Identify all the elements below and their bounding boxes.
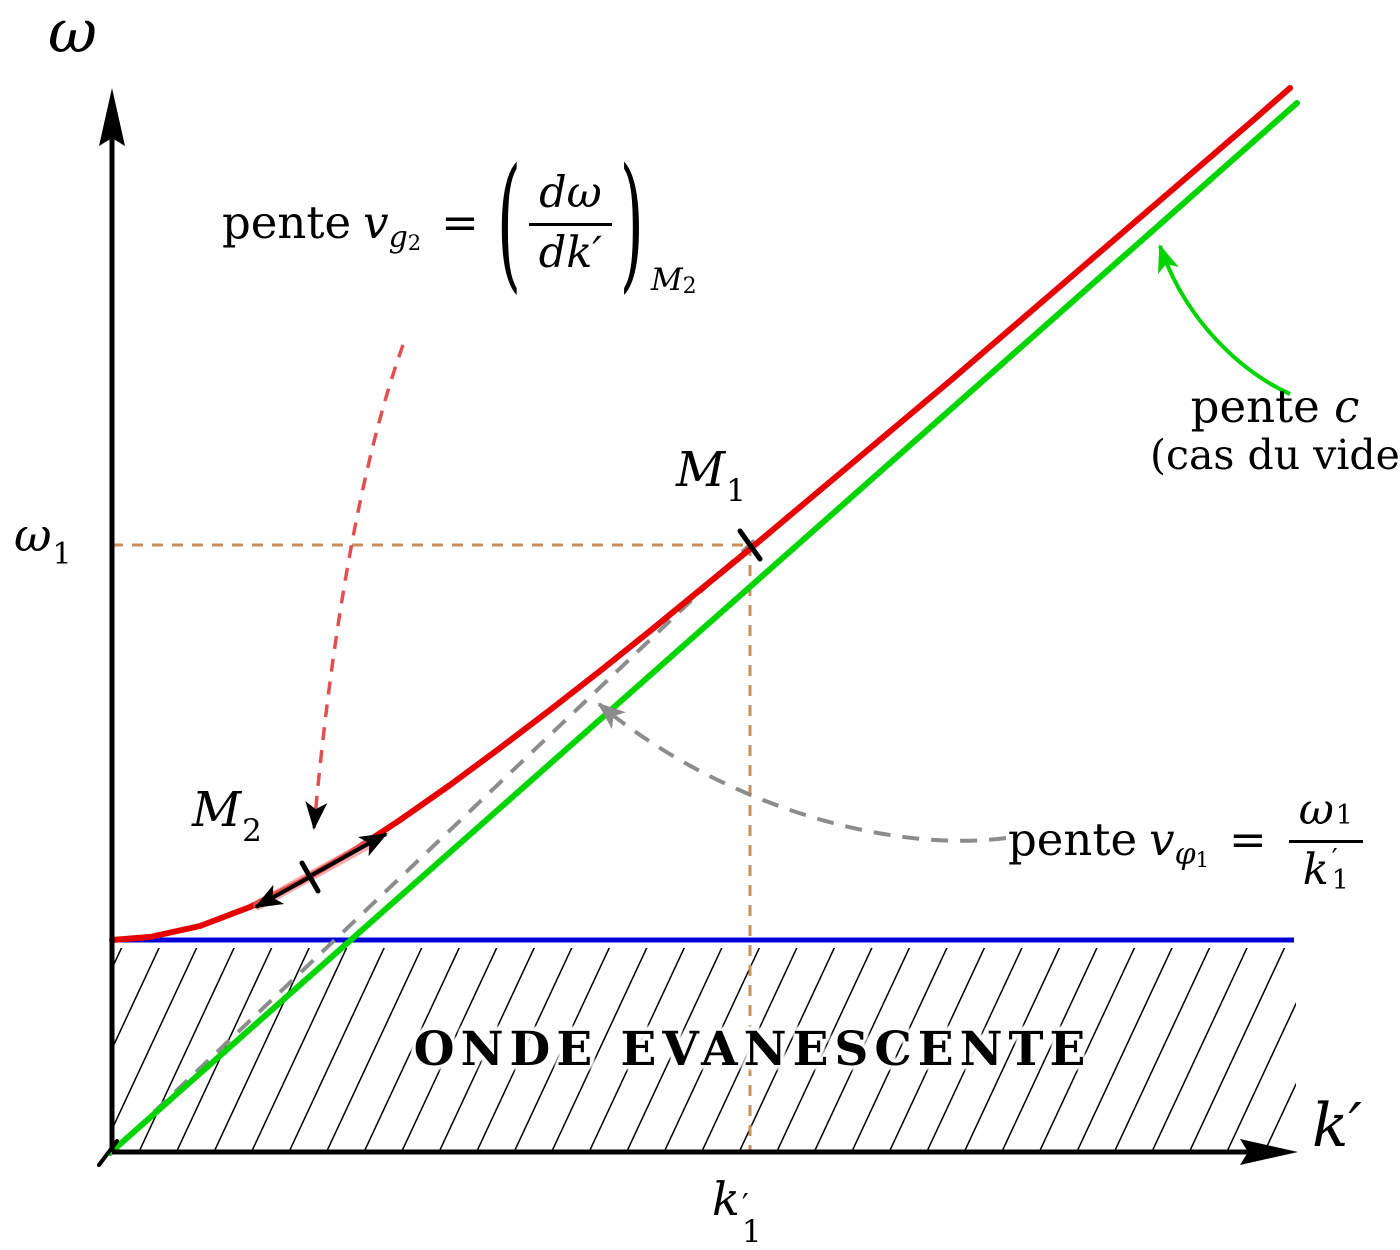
gv-close-paren: )	[619, 135, 644, 308]
gv-open-paren: (	[496, 135, 522, 308]
pv-den-prime: ′	[1331, 844, 1338, 874]
pv-num-subscript: 1	[1335, 800, 1353, 831]
omega1-subscript: 1	[52, 537, 72, 572]
y-axis-arrowhead	[99, 88, 125, 146]
gv-pente-text: pente	[222, 196, 352, 249]
pv-den-subscript: 1	[1331, 864, 1349, 896]
pv-den-prime-sub-stack: ′ 1	[1331, 844, 1349, 896]
k1-tick-label: k ′ 1	[712, 1176, 762, 1250]
light-pente-text: pente	[1190, 380, 1320, 433]
y-axis-label: ω	[48, 0, 97, 67]
m1-subscript: 1	[726, 473, 746, 509]
m1-symbol: M	[676, 442, 726, 498]
k1-prime-sub-stack: ′ 1	[741, 1188, 762, 1250]
evanescent-region-label: ONDE EVANESCENTE	[413, 1022, 1092, 1077]
m2-tick	[299, 860, 321, 894]
pv-den-k: k	[1302, 845, 1329, 895]
m1-label: M1	[676, 446, 746, 507]
k1-prime: ′	[741, 1188, 749, 1223]
light-line-callout-arrow	[1158, 244, 1291, 396]
m2-symbol: M	[192, 782, 242, 838]
gv-v-sub-base: g	[388, 219, 408, 255]
x-axis-label: k′	[1312, 1091, 1362, 1161]
evanescent-region-hatch	[112, 948, 1296, 1150]
light-line	[107, 100, 1300, 1156]
m2-label: M2	[192, 786, 262, 847]
group-velocity-callout-arrow	[305, 344, 405, 830]
phase-velocity-callout-arrow	[597, 702, 1007, 843]
gv-fraction-denominator: dk′	[538, 228, 603, 278]
pv-pente-text: pente	[1008, 813, 1138, 866]
tangent-arrow-forward	[311, 832, 388, 877]
pv-v-sub-sub: 1	[1195, 847, 1209, 872]
gv-eval-sub: 2	[682, 274, 697, 299]
pv-v-sub-base: φ	[1174, 836, 1196, 872]
m2-subscript: 2	[242, 813, 262, 849]
k1-symbol: k	[712, 1172, 740, 1226]
m1-tick	[737, 528, 763, 562]
gv-eval-base: M	[650, 262, 683, 298]
gv-fraction-numerator: dω	[529, 170, 612, 226]
pv-v-symbol: v	[1149, 813, 1175, 866]
light-slope-label: pente c (cas du vide)	[1150, 384, 1400, 476]
gv-v-sub-sub: 2	[407, 230, 422, 255]
x-axis-arrowhead	[1240, 1139, 1298, 1165]
light-c-symbol: c	[1334, 380, 1360, 433]
pv-num-omega: ω	[1298, 785, 1334, 835]
omega1-tick-label: ω1	[14, 512, 72, 570]
omega1-symbol: ω	[14, 508, 52, 562]
phase-velocity-chord	[110, 535, 760, 1154]
gv-derivative-fraction: dω dk′	[529, 170, 612, 275]
light-slope-line2: (cas du vide)	[1150, 431, 1400, 479]
pv-equals-sign: =	[1228, 813, 1267, 866]
k1-subscript: 1	[741, 1213, 762, 1250]
gv-v-symbol: v	[363, 196, 389, 249]
gv-equals-sign: =	[441, 196, 479, 249]
light-slope-line1: pente c	[1150, 384, 1400, 429]
tangent-arrow-backward	[254, 876, 309, 909]
pv-fraction-denominator: k ′ 1	[1302, 843, 1349, 896]
